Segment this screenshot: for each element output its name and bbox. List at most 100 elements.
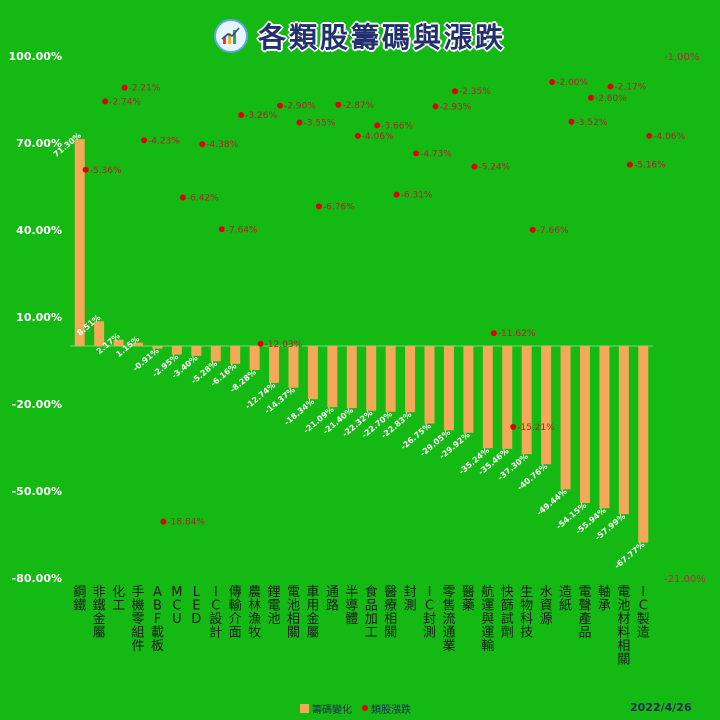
dot-point[interactable] [510,423,517,430]
dot-point[interactable] [646,132,653,139]
x-category-label: 生物科技 [520,585,533,641]
bar[interactable] [307,346,318,400]
legend-dot-swatch [362,705,368,711]
dot-data-label: -4.73% [420,149,452,159]
legend-item-dots[interactable]: 類股漲跌 [362,701,411,716]
bar[interactable] [463,346,474,433]
bar[interactable] [171,346,182,355]
dot-data-label: -7.66% [537,226,569,236]
bar[interactable] [152,346,163,349]
bar[interactable] [74,139,85,346]
legend-item-bars[interactable]: 籌碼變化 [300,701,352,716]
y-right-tick-label: -21.00% [664,574,706,585]
dot-point[interactable] [587,94,594,101]
bar[interactable] [346,346,357,409]
dot-data-label: -2.87% [342,101,374,111]
bar[interactable] [405,346,416,413]
x-category-label: 半導體 [345,585,358,627]
dot-data-label: -2.93% [440,102,472,112]
y-left-tick-label: 100.00% [9,50,62,63]
bar[interactable] [424,346,435,424]
dot-data-label: -3.26% [245,111,277,121]
bar[interactable] [269,346,280,383]
dot-point[interactable] [626,161,633,168]
bar[interactable] [94,321,105,346]
x-category-label: 農林漁牧 [248,585,261,641]
dot-point[interactable] [199,141,206,148]
dot-point[interactable] [296,119,303,126]
bar[interactable] [366,346,377,411]
x-category-label: 鋼鐵 [73,585,86,614]
y-left-tick-label: 70.00% [16,137,62,150]
bar[interactable] [230,346,241,364]
dot-point[interactable] [257,340,264,347]
dot-point[interactable] [413,150,420,157]
dot-point[interactable] [82,166,89,173]
dot-point[interactable] [451,88,458,95]
dot-point[interactable] [218,226,225,233]
bar[interactable] [502,346,513,449]
bar[interactable] [249,346,260,371]
bar[interactable] [191,346,202,356]
bar[interactable] [327,346,338,408]
dot-data-label: -3.55% [303,119,335,129]
dot-data-label: -4.23% [148,136,180,146]
x-category-label: 通路 [326,585,339,614]
dot-data-label: -3.52% [576,118,608,128]
bar[interactable] [133,342,144,346]
brand-logo-icon [213,19,248,53]
dot-point[interactable] [277,102,284,109]
x-category-label: 電池相關 [287,585,300,641]
bar[interactable] [521,346,532,455]
dot-point[interactable] [354,132,361,139]
x-category-label: 非鐵金屬 [93,585,106,641]
dot-data-label: -4.38% [206,140,238,150]
dot-point[interactable] [179,194,186,201]
bar[interactable] [599,346,610,509]
bar[interactable] [482,346,493,449]
dot-data-label: -5.16% [634,161,666,171]
dot-data-label: -6.31% [401,191,433,201]
dot-point[interactable] [568,118,575,125]
dot-point[interactable] [607,83,614,90]
bar[interactable] [113,339,124,346]
y-left-tick-label: 10.00% [16,311,62,324]
bar[interactable] [288,346,299,388]
dot-point[interactable] [471,163,478,170]
dot-point[interactable] [432,103,439,110]
dot-point[interactable] [335,101,342,108]
dot-data-label: -7.64% [226,225,258,235]
x-category-label: 快篩試劑 [501,585,514,641]
bar[interactable] [579,346,590,504]
y-left-tick-label: -20.00% [12,398,62,411]
bar[interactable] [618,346,629,515]
dot-data-label: -15.21% [517,423,555,433]
bar[interactable] [541,346,552,465]
x-category-label: 航運與運輸 [481,584,494,654]
dot-point[interactable] [141,137,148,144]
dot-point[interactable] [393,191,400,198]
dot-point[interactable] [374,122,381,129]
x-category-label: 電池材料相關 [617,585,630,668]
bar[interactable] [443,346,454,431]
dot-point[interactable] [160,518,167,525]
legend-bar-label: 籌碼變化 [312,704,352,716]
bar-data-label: -67.77% [613,540,647,570]
dot-point[interactable] [238,111,245,118]
bar[interactable] [638,346,649,543]
dot-point[interactable] [121,84,128,91]
bar[interactable] [385,346,396,412]
dot-point[interactable] [490,330,497,337]
x-category-label: I C 設計 [209,585,222,641]
dot-data-label: -12.03% [265,340,303,350]
x-category-label: A B F 載板 [151,585,164,654]
dot-point[interactable] [315,203,322,210]
dot-point[interactable] [549,79,556,86]
bar[interactable] [210,346,221,362]
bar[interactable] [560,346,571,490]
dot-data-label: -2.21% [129,84,161,94]
dot-point[interactable] [102,98,109,105]
dot-point[interactable] [529,226,536,233]
